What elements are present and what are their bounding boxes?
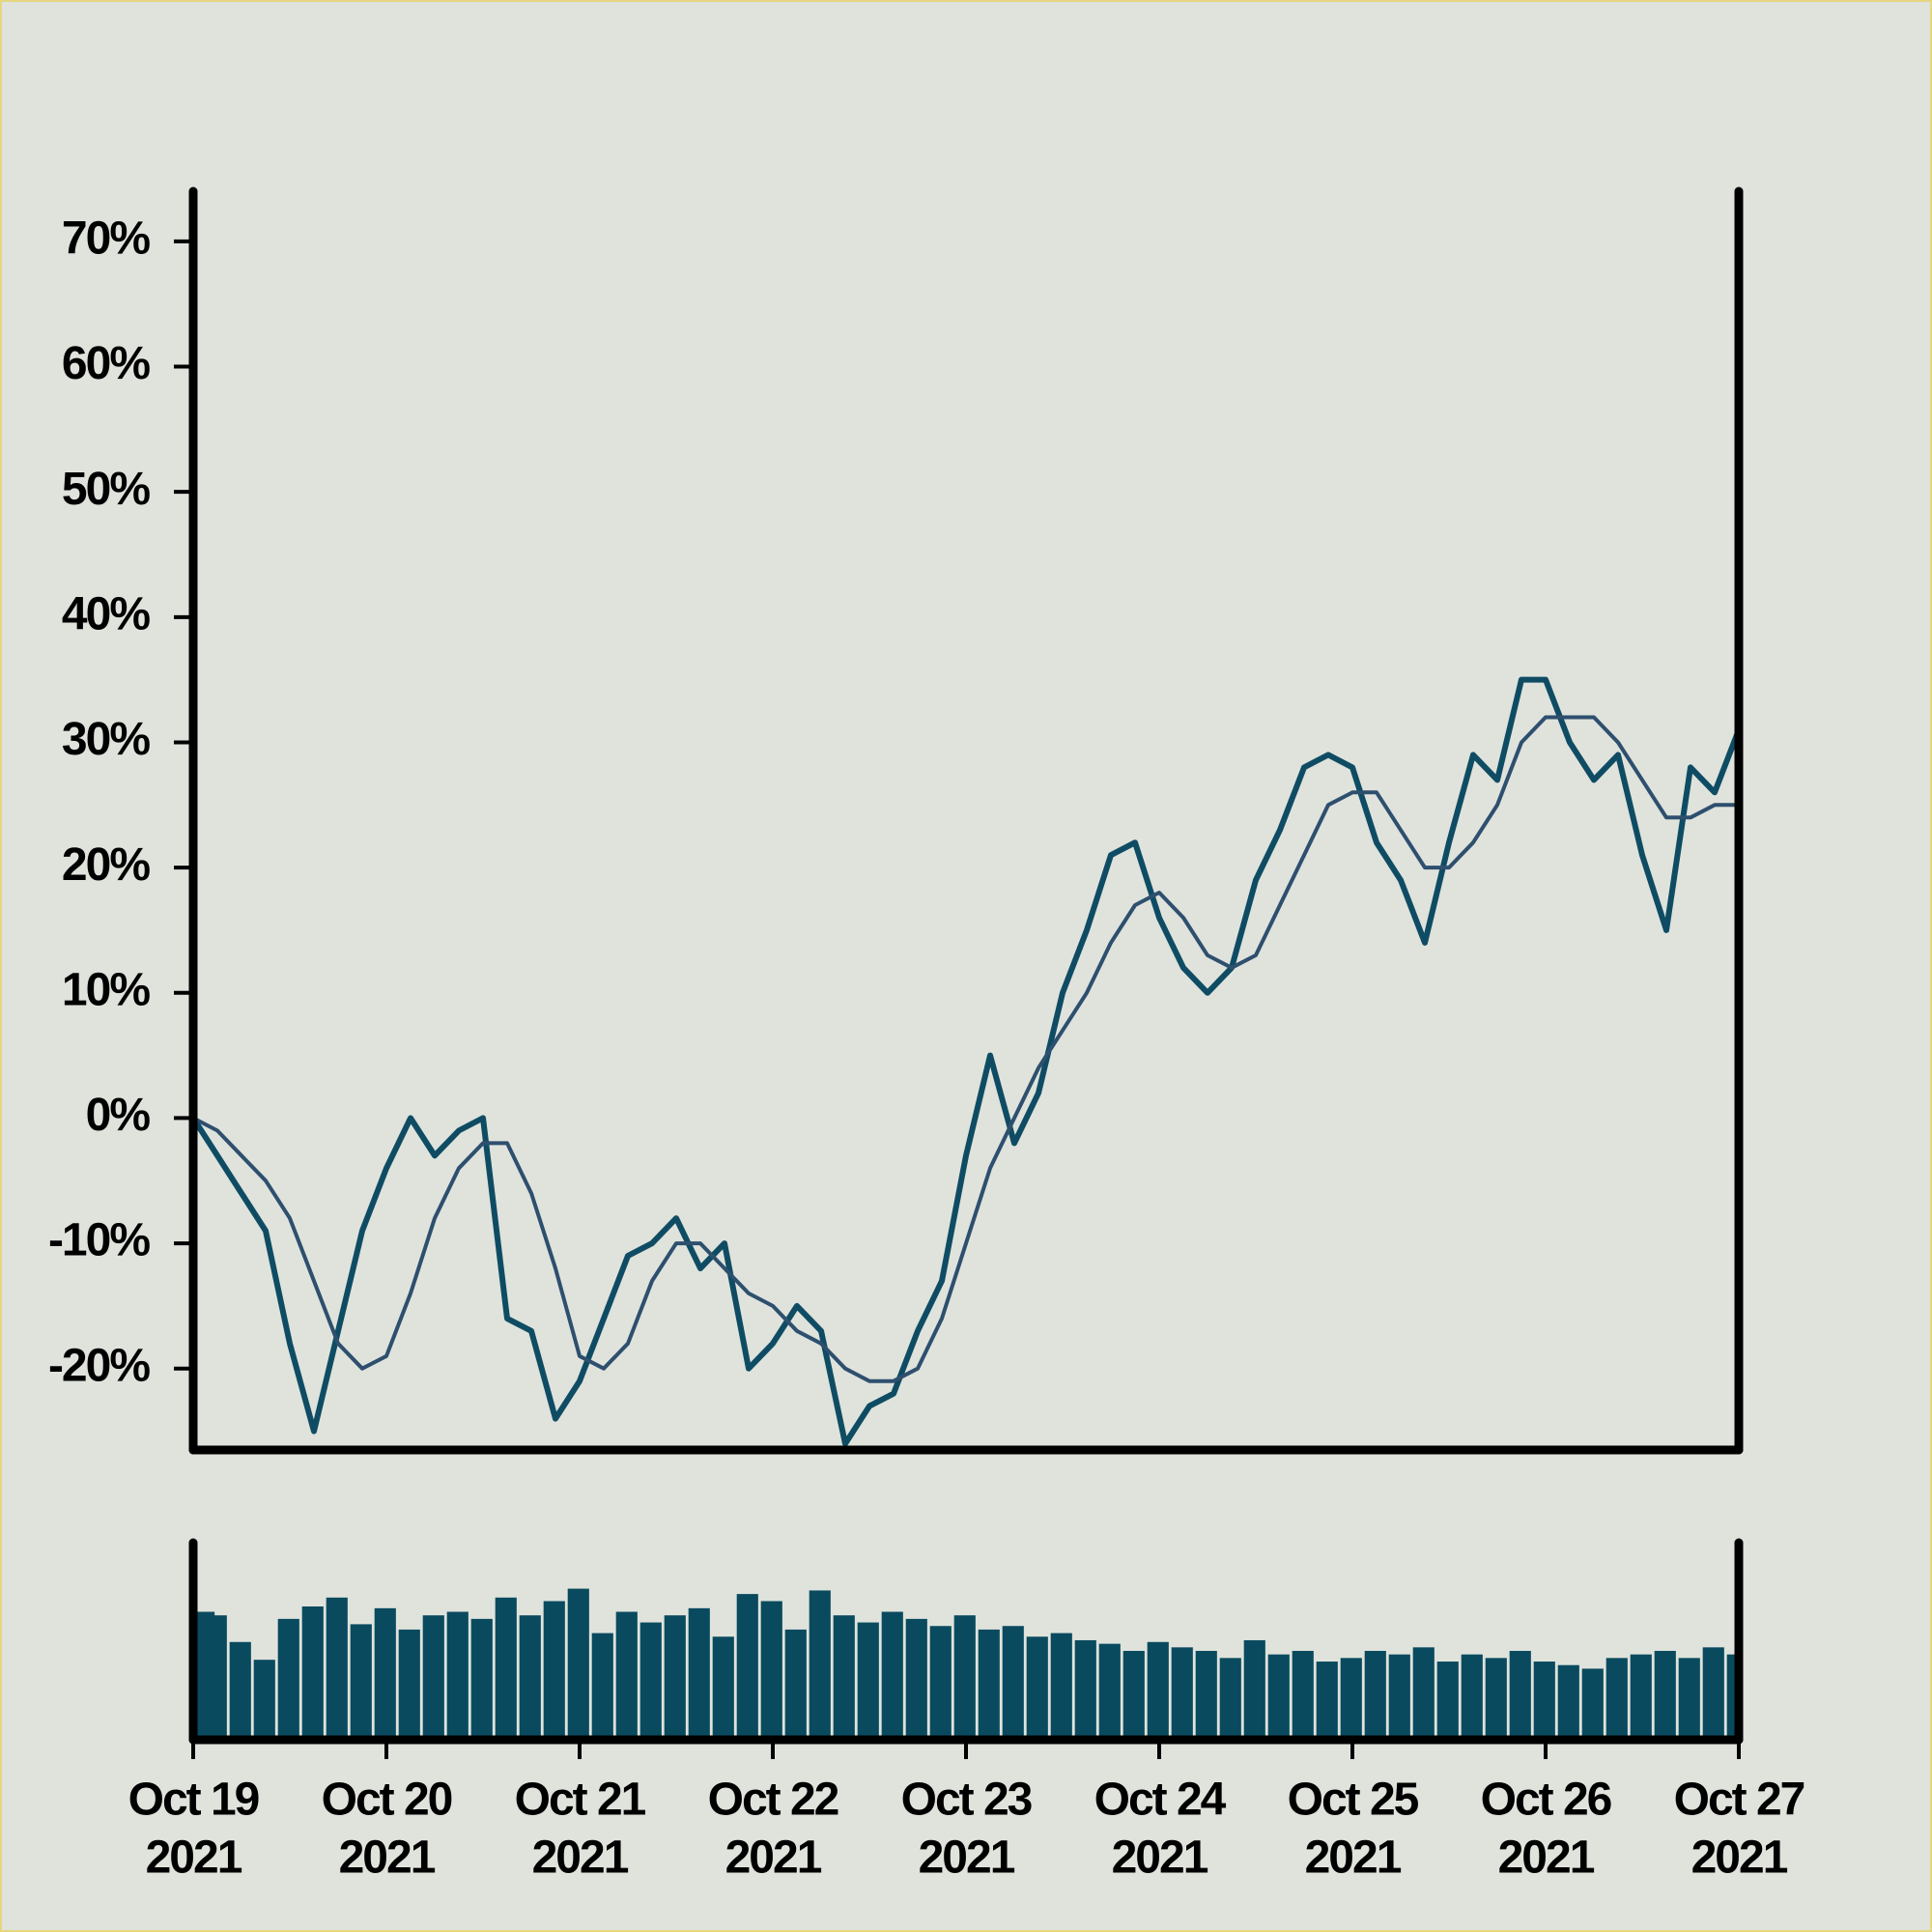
x-tick-label: 2021	[1112, 1833, 1208, 1884]
x-tick-label: 2021	[1691, 1833, 1788, 1884]
volume-bar	[1654, 1651, 1676, 1740]
y-tick-label: 20%	[62, 839, 150, 891]
x-tick-label: 2021	[1498, 1833, 1595, 1884]
volume-bar	[857, 1622, 879, 1740]
volume-bar	[712, 1636, 734, 1740]
volume-bar	[1605, 1658, 1628, 1740]
volume-bar	[978, 1629, 1000, 1740]
x-tick-label: 2021	[146, 1833, 242, 1884]
volume-bar	[1630, 1654, 1652, 1740]
volume-bar	[833, 1615, 855, 1740]
y-tick-label: -20%	[48, 1340, 150, 1391]
line-series	[192, 715, 1739, 1383]
volume-bar	[1436, 1662, 1459, 1740]
volume-bar	[1461, 1654, 1483, 1740]
volume-bar	[301, 1606, 324, 1740]
volume-bar	[470, 1618, 493, 1740]
x-tick-label: 2021	[725, 1833, 822, 1884]
y-tick-label: 10%	[62, 964, 150, 1015]
x-tick-label: Oct 25	[1288, 1775, 1419, 1826]
y-tick-label: -10%	[48, 1215, 150, 1266]
volume-bar	[1557, 1664, 1579, 1740]
volume-bar	[1195, 1651, 1217, 1740]
volume-bar	[1316, 1662, 1338, 1740]
y-tick-label: 30%	[62, 714, 150, 765]
y-tick-label: 70%	[62, 213, 150, 265]
volume-bar	[205, 1615, 227, 1740]
volume-bar	[784, 1629, 807, 1740]
volume-bar	[1243, 1639, 1265, 1740]
volume-bar	[953, 1615, 976, 1740]
x-tick-label: Oct 24	[1094, 1775, 1227, 1826]
volume-bar	[1702, 1647, 1724, 1740]
volume-bar	[422, 1615, 444, 1740]
volume-bar	[277, 1618, 299, 1740]
volume-bar	[1292, 1651, 1314, 1740]
x-tick-label: 2021	[532, 1833, 629, 1884]
volume-bar	[1340, 1658, 1362, 1740]
x-tick-label: Oct 27	[1674, 1775, 1804, 1826]
volume-bar	[809, 1590, 831, 1740]
volume-bar	[591, 1633, 613, 1740]
x-tick-label: Oct 19	[128, 1775, 259, 1826]
y-tick-label: 40%	[62, 588, 150, 639]
line-series	[190, 676, 1742, 1447]
volume-bar	[446, 1611, 469, 1740]
x-tick-label: 2021	[919, 1833, 1015, 1884]
volume-bar	[1002, 1626, 1024, 1740]
volume-bar	[567, 1588, 589, 1740]
x-tick-label: 2021	[1305, 1833, 1402, 1884]
volume-bar	[1388, 1654, 1410, 1740]
volume-bar	[1364, 1651, 1386, 1740]
volume-bar	[639, 1622, 662, 1740]
x-tick-label: Oct 20	[322, 1775, 452, 1826]
y-tick-label: 50%	[62, 464, 150, 515]
x-tick-label: Oct 23	[901, 1775, 1032, 1826]
volume-bar	[1122, 1651, 1145, 1740]
volume-bar	[229, 1641, 251, 1740]
volume-bar	[1147, 1641, 1169, 1740]
volume-bar	[1485, 1658, 1507, 1740]
volume-bar	[1267, 1654, 1290, 1740]
volume-bar	[1581, 1668, 1604, 1740]
volume-bar	[905, 1618, 927, 1740]
volume-bar	[1533, 1662, 1555, 1740]
y-tick-label: 60%	[62, 338, 150, 389]
volume-bar	[1509, 1651, 1531, 1740]
volume-bar	[1219, 1658, 1241, 1740]
x-tick-label: Oct 22	[708, 1775, 838, 1826]
volume-bar	[519, 1615, 541, 1740]
volume-bar	[664, 1615, 686, 1740]
volume-bar	[350, 1624, 372, 1740]
volume-bar	[1412, 1647, 1435, 1740]
volume-bar	[253, 1660, 275, 1740]
x-tick-label: Oct 26	[1481, 1775, 1611, 1826]
volume-bar	[1098, 1643, 1121, 1740]
volume-bar	[929, 1626, 952, 1740]
volume-bar	[374, 1607, 396, 1740]
x-tick-label: 2021	[339, 1833, 436, 1884]
volume-bar	[495, 1597, 517, 1740]
volume-bar	[543, 1601, 565, 1740]
volume-bar	[881, 1611, 903, 1740]
volume-bar	[736, 1594, 758, 1740]
volume-bar	[398, 1629, 420, 1740]
volume-bar	[688, 1607, 710, 1740]
volume-bar	[760, 1601, 782, 1740]
volume-bar	[615, 1611, 638, 1740]
volume-bar	[1074, 1639, 1096, 1740]
volume-bar	[326, 1597, 348, 1740]
volume-bar	[1678, 1658, 1700, 1740]
x-tick-label: Oct 21	[515, 1775, 646, 1826]
volume-bar	[1171, 1647, 1193, 1740]
volume-bar	[1050, 1633, 1072, 1740]
volume-bar	[1026, 1636, 1048, 1740]
y-tick-label: 0%	[86, 1090, 151, 1141]
